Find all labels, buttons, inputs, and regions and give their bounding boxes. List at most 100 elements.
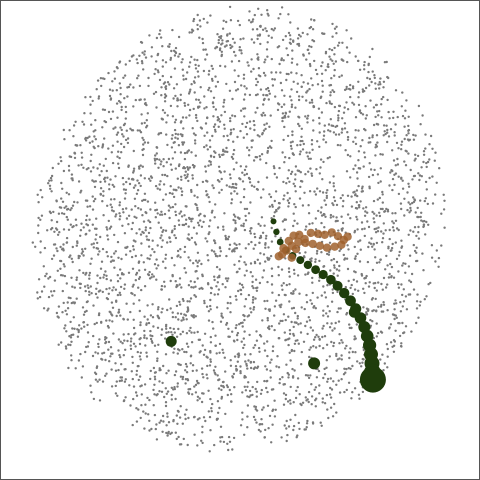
background-point <box>151 239 154 242</box>
background-point <box>201 274 204 278</box>
background-point <box>377 181 380 185</box>
background-point <box>177 410 180 413</box>
background-point <box>425 188 428 191</box>
background-point <box>182 78 185 81</box>
background-point <box>173 128 177 132</box>
background-point <box>152 388 155 392</box>
background-point <box>348 51 351 54</box>
background-point <box>310 403 313 406</box>
background-point <box>139 358 142 361</box>
background-point <box>85 300 89 304</box>
background-point <box>100 84 103 88</box>
background-point <box>250 38 253 41</box>
background-point <box>194 154 197 157</box>
background-point <box>110 151 114 154</box>
background-point <box>318 344 321 348</box>
background-point <box>294 413 297 417</box>
background-point <box>244 389 248 392</box>
background-point <box>196 183 199 187</box>
series-2-point <box>308 239 317 249</box>
background-point <box>164 229 168 232</box>
background-point <box>227 277 230 280</box>
background-point <box>282 198 285 201</box>
background-point <box>356 228 359 231</box>
background-point <box>335 383 338 386</box>
background-point <box>224 286 227 289</box>
background-point <box>251 393 254 397</box>
background-point <box>232 436 236 440</box>
background-point <box>65 215 68 219</box>
background-point <box>346 194 350 197</box>
background-point <box>281 376 284 379</box>
background-point <box>180 178 183 181</box>
background-point <box>62 263 65 266</box>
background-point <box>67 228 71 231</box>
background-point <box>65 191 68 194</box>
background-point <box>254 111 257 114</box>
background-point <box>384 132 387 136</box>
background-point <box>422 269 425 272</box>
background-point <box>390 169 393 172</box>
background-point <box>222 228 225 231</box>
background-point <box>263 436 266 439</box>
background-point <box>107 340 111 344</box>
background-point <box>139 416 142 420</box>
background-point <box>129 344 132 347</box>
background-point <box>293 321 296 324</box>
background-point <box>136 189 140 192</box>
background-point <box>392 110 395 114</box>
background-point <box>226 134 229 137</box>
background-point <box>239 129 242 133</box>
background-point <box>320 95 323 98</box>
background-point <box>159 163 162 166</box>
background-point <box>319 421 322 424</box>
background-point <box>101 126 104 129</box>
background-point <box>267 98 270 101</box>
background-point <box>355 201 358 204</box>
background-point <box>227 235 231 238</box>
background-point <box>270 27 273 31</box>
background-point <box>136 77 139 80</box>
background-point <box>413 249 417 253</box>
background-point <box>74 218 78 221</box>
background-point <box>285 427 288 430</box>
background-point <box>374 154 377 157</box>
background-point <box>374 115 377 119</box>
background-point <box>66 301 69 304</box>
background-point <box>136 61 139 65</box>
background-point <box>215 418 219 421</box>
background-point <box>380 282 383 286</box>
background-point <box>353 335 356 338</box>
background-point <box>244 125 248 129</box>
background-point <box>105 336 108 340</box>
background-point <box>59 206 63 209</box>
background-point <box>264 307 267 310</box>
background-point <box>232 153 235 156</box>
background-point <box>143 383 147 386</box>
background-point <box>341 205 345 208</box>
background-point <box>309 64 312 68</box>
background-point <box>318 259 321 263</box>
background-point <box>259 42 262 46</box>
background-point <box>281 151 284 154</box>
background-point <box>335 352 338 356</box>
background-point <box>103 108 107 112</box>
background-point <box>270 240 274 243</box>
background-point <box>327 416 330 420</box>
background-point <box>251 275 254 278</box>
background-point <box>225 384 229 387</box>
background-point <box>289 141 293 144</box>
background-point <box>46 309 49 312</box>
background-point <box>187 103 190 107</box>
background-point <box>380 230 383 233</box>
background-point <box>422 160 425 164</box>
background-point <box>132 333 136 336</box>
background-point <box>342 199 345 203</box>
background-point <box>160 311 163 314</box>
series-0-point <box>332 280 343 291</box>
background-point <box>67 169 71 172</box>
background-point <box>287 267 291 270</box>
background-point <box>183 267 186 270</box>
background-point <box>122 354 126 357</box>
background-point <box>69 320 72 324</box>
